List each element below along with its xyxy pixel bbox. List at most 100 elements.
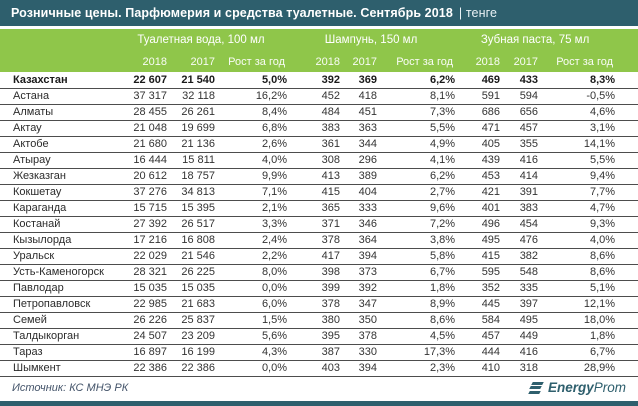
value-cell: 308 <box>321 154 341 166</box>
value-cell: 371 <box>321 218 341 230</box>
table-row: Астана 37 317 32 118 16,2% 452 418 8,1% 591 594 -… <box>0 88 638 104</box>
value-cell: 363 <box>358 122 378 134</box>
region-column-header <box>0 29 115 51</box>
table-row: Тараз 16 897 16 199 4,3% 387 330 17,3% 444 416 6,… <box>0 344 638 360</box>
table-row: Казахстан 22 607 21 540 5,0% 392 369 6,2% 469 43… <box>0 72 638 88</box>
table-row: Уральск 22 029 21 546 2,2% 417 394 5,8% 415 382 8… <box>0 248 638 264</box>
value-cell: 8,0% <box>261 266 288 278</box>
spacer-cell <box>615 328 638 344</box>
value-cell: 686 <box>481 106 501 118</box>
value-cell: 2,4% <box>261 234 288 246</box>
region-name: Атырау <box>13 154 51 166</box>
bottom-accent-bar <box>0 401 638 406</box>
value-cell: 26 261 <box>181 106 215 118</box>
table-row: Жезказган 20 612 18 757 9,9% 413 389 6,2% 453 41… <box>0 168 638 184</box>
value-cell: 16,2% <box>255 90 288 102</box>
region-name: Астана <box>13 90 50 102</box>
sub-header-row: 2018 2017 Рост за год 2018 2017 Рост за … <box>0 51 638 72</box>
value-cell: 395 <box>321 330 341 342</box>
value-cell: 3,1% <box>589 122 616 134</box>
page-title: Розничные цены. Парфюмерия и средства ту… <box>11 6 453 20</box>
value-cell: 346 <box>358 218 378 230</box>
value-cell: 495 <box>481 234 501 246</box>
value-cell: 9,3% <box>589 218 616 230</box>
region-name: Актобе <box>13 138 49 150</box>
value-cell: 469 <box>481 73 501 86</box>
value-cell: 37 276 <box>133 186 167 198</box>
value-cell: 4,9% <box>429 138 456 150</box>
value-cell: 439 <box>481 154 501 166</box>
value-cell: 416 <box>519 154 539 166</box>
value-cell: 421 <box>481 186 501 198</box>
value-cell: 7,7% <box>589 186 616 198</box>
value-cell: 5,5% <box>589 154 616 166</box>
value-cell: 19 699 <box>181 122 215 134</box>
col-header-2018: 2018 <box>287 51 341 72</box>
value-cell: 445 <box>481 298 501 310</box>
spacer-cell <box>615 29 638 51</box>
region-name: Кызылорда <box>13 234 72 246</box>
region-name: Караганда <box>13 202 67 214</box>
value-cell: 418 <box>358 90 378 102</box>
value-cell: 4,1% <box>429 154 456 166</box>
value-cell: 9,9% <box>261 170 288 182</box>
region-name: Костанай <box>13 218 61 230</box>
region-name: Усть-Каменогорск <box>13 266 104 278</box>
spacer-cell <box>615 232 638 248</box>
value-cell: 22 386 <box>133 362 167 374</box>
value-cell: 22 029 <box>133 250 167 262</box>
value-cell: 3,3% <box>261 218 288 230</box>
value-cell: 21 136 <box>181 138 215 150</box>
value-cell: 417 <box>321 250 341 262</box>
value-cell: 9,6% <box>429 202 456 214</box>
col-header-growth: Рост за год <box>538 51 616 72</box>
energyprom-logo: EnergyProm <box>528 380 626 395</box>
value-cell: 4,3% <box>261 346 288 358</box>
value-cell: 476 <box>519 234 539 246</box>
col-header-2018: 2018 <box>455 51 501 72</box>
value-cell: 28,9% <box>583 362 616 374</box>
value-cell: 2,7% <box>429 186 456 198</box>
source-note: Источник: КС МНЭ РК <box>12 381 129 394</box>
value-cell: 22 607 <box>133 73 167 86</box>
value-cell: -0,5% <box>586 90 616 102</box>
value-cell: 23 209 <box>181 330 215 342</box>
value-cell: 8,9% <box>429 298 456 310</box>
table-row: Петропавловск 22 985 21 683 6,0% 378 347 8,9% 4… <box>0 296 638 312</box>
table-row: Талдыкорган 24 507 23 209 5,6% 395 378 4,5% 457… <box>0 328 638 344</box>
value-cell: 333 <box>358 202 378 214</box>
value-cell: 471 <box>481 122 501 134</box>
spacer-cell <box>615 200 638 216</box>
column-group-toothpaste: Зубная паста, 75 мл <box>455 29 616 51</box>
table-row: Кокшетау 37 276 34 813 7,1% 415 404 2,7% 421 391… <box>0 184 638 200</box>
table-row: Кызылорда 17 216 16 808 2,4% 378 364 3,8% 495 47… <box>0 232 638 248</box>
title-unit: | тенге <box>458 6 498 20</box>
spacer-cell <box>615 168 638 184</box>
value-cell: 22 985 <box>133 298 167 310</box>
value-cell: 37 317 <box>133 90 167 102</box>
value-cell: 591 <box>481 90 501 102</box>
value-cell: 394 <box>358 250 378 262</box>
value-cell: 5,1% <box>589 282 616 294</box>
column-group-row: Туалетная вода, 100 мл Шампунь, 150 мл З… <box>0 29 638 51</box>
value-cell: 452 <box>321 90 341 102</box>
value-cell: 584 <box>481 314 501 326</box>
value-cell: 26 225 <box>181 266 215 278</box>
region-name: Павлодар <box>13 282 64 294</box>
value-cell: 25 837 <box>181 314 215 326</box>
region-name: Казахстан <box>13 73 68 86</box>
value-cell: 12,1% <box>583 298 616 310</box>
value-cell: 382 <box>519 250 539 262</box>
spacer-cell <box>615 296 638 312</box>
col-header-2017: 2017 <box>340 51 378 72</box>
price-table: Туалетная вода, 100 мл Шампунь, 150 мл З… <box>0 29 638 377</box>
value-cell: 15 035 <box>133 282 167 294</box>
value-cell: 416 <box>519 346 539 358</box>
value-cell: 383 <box>321 122 341 134</box>
value-cell: 364 <box>358 234 378 246</box>
value-cell: 6,2% <box>429 170 456 182</box>
value-cell: 548 <box>519 266 539 278</box>
value-cell: 8,4% <box>261 106 288 118</box>
value-cell: 373 <box>358 266 378 278</box>
energyprom-bars-icon <box>528 381 544 394</box>
